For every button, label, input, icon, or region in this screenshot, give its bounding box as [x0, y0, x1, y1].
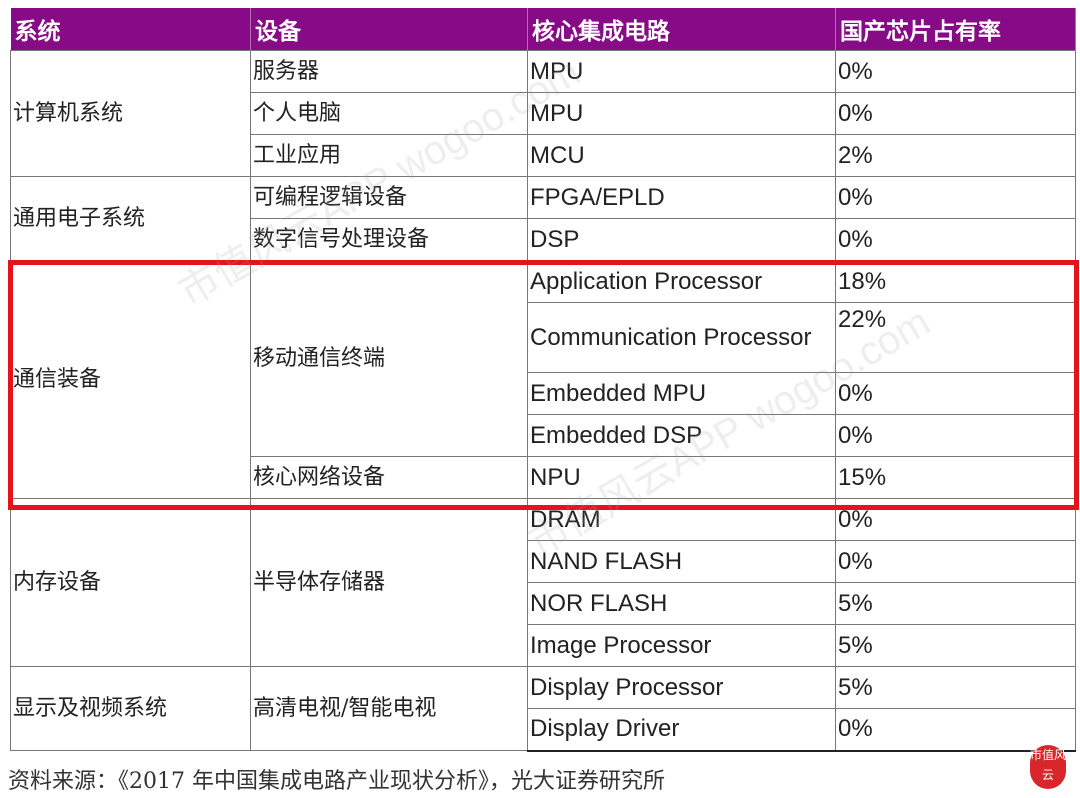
share-cell: 0%	[835, 92, 1076, 135]
share-cell: 0%	[835, 708, 1076, 752]
circuit-cell: NPU	[527, 456, 836, 499]
circuit-cell: Embedded MPU	[527, 372, 836, 415]
device-cell: 服务器	[250, 50, 528, 93]
share-cell: 0%	[835, 50, 1076, 93]
circuit-cell: Application Processor	[527, 260, 836, 303]
table-row: NAND FLASH 0%	[11, 540, 1076, 583]
table-row: 个人电脑 MPU 0%	[11, 92, 1076, 135]
table-row: Embedded MPU 0%	[11, 372, 1076, 415]
system-cell: 计算机系统	[10, 50, 251, 177]
table-row: 计算机系统 服务器 MPU 0%	[10, 50, 1076, 177]
system-cell: 通用电子系统	[10, 176, 251, 261]
system-cell: 通信装备	[10, 260, 251, 499]
source-note: 资料来源：《2017 年中国集成电路产业现状分析》，光大证券研究所	[8, 769, 665, 794]
device-cell: 可编程逻辑设备	[250, 176, 528, 219]
header-system: 系统	[10, 8, 251, 51]
circuit-cell: DRAM	[527, 498, 836, 541]
device-cell: 高清电视/智能电视	[250, 666, 528, 751]
share-cell: 0%	[835, 498, 1076, 541]
share-cell: 0%	[835, 414, 1076, 457]
table-row: 核心网络设备 NPU 15%	[11, 456, 1076, 499]
system-cell: 内存设备	[10, 498, 251, 667]
table-row: Embedded DSP 0%	[11, 414, 1076, 457]
circuit-cell: NOR FLASH	[527, 582, 836, 625]
header-share: 国产芯片占有率	[835, 8, 1076, 51]
circuit-cell: NAND FLASH	[527, 540, 836, 583]
brand-logo: 市值风云	[1030, 745, 1066, 789]
share-cell: 15%	[835, 456, 1076, 499]
circuit-cell: MPU	[527, 92, 836, 135]
device-cell: 半导体存储器	[250, 498, 528, 667]
system-cell: 显示及视频系统	[10, 666, 251, 751]
table-row: Display Driver 0%	[11, 708, 1076, 752]
circuit-cell: Image Processor	[527, 624, 836, 667]
circuit-cell: MPU	[527, 50, 836, 93]
circuit-cell: FPGA/EPLD	[527, 176, 836, 219]
circuit-cell: DSP	[527, 218, 836, 261]
device-cell: 个人电脑	[250, 92, 528, 135]
header-device: 设备	[250, 8, 528, 51]
share-cell: 0%	[835, 540, 1076, 583]
share-cell: 0%	[835, 176, 1076, 219]
table-row: 通用电子系统 可编程逻辑设备 FPGA/EPLD 0%	[10, 176, 1076, 261]
table-row: NOR FLASH 5%	[11, 582, 1076, 625]
table-row: 显示及视频系统 高清电视/智能电视 Display Processor 5%	[10, 666, 1076, 751]
share-cell: 22%	[835, 302, 1076, 373]
share-cell: 2%	[835, 134, 1076, 177]
table-row: Image Processor 5%	[11, 624, 1076, 667]
circuit-cell: MCU	[527, 134, 836, 177]
device-cell: 核心网络设备	[250, 456, 528, 499]
table-row: Communication Processor 22%	[11, 302, 1076, 373]
circuit-cell: Embedded DSP	[527, 414, 836, 457]
circuit-cell: Display Driver	[527, 708, 836, 752]
table-row: 内存设备 半导体存储器 DRAM 0%	[10, 498, 1076, 667]
header-row: 系统 设备 核心集成电路 国产芯片占有率	[10, 8, 1076, 51]
device-cell: 数字信号处理设备	[250, 218, 528, 261]
share-cell: 0%	[835, 372, 1076, 415]
share-cell: 5%	[835, 582, 1076, 625]
table-row: 通信装备 移动通信终端 Application Processor 18%	[10, 260, 1076, 499]
device-cell: 移动通信终端	[250, 260, 528, 457]
circuit-cell: Display Processor	[527, 666, 836, 709]
header-circuit: 核心集成电路	[527, 8, 836, 51]
share-cell: 5%	[835, 624, 1076, 667]
chip-share-table: 系统 设备 核心集成电路 国产芯片占有率 计算机系统 服务器 MPU 0% 个人电脑 MP…	[10, 8, 1076, 752]
share-cell: 5%	[835, 666, 1076, 709]
share-cell: 0%	[835, 218, 1076, 261]
share-cell: 18%	[835, 260, 1076, 303]
device-cell: 工业应用	[250, 134, 528, 177]
circuit-cell: Communication Processor	[527, 302, 836, 373]
